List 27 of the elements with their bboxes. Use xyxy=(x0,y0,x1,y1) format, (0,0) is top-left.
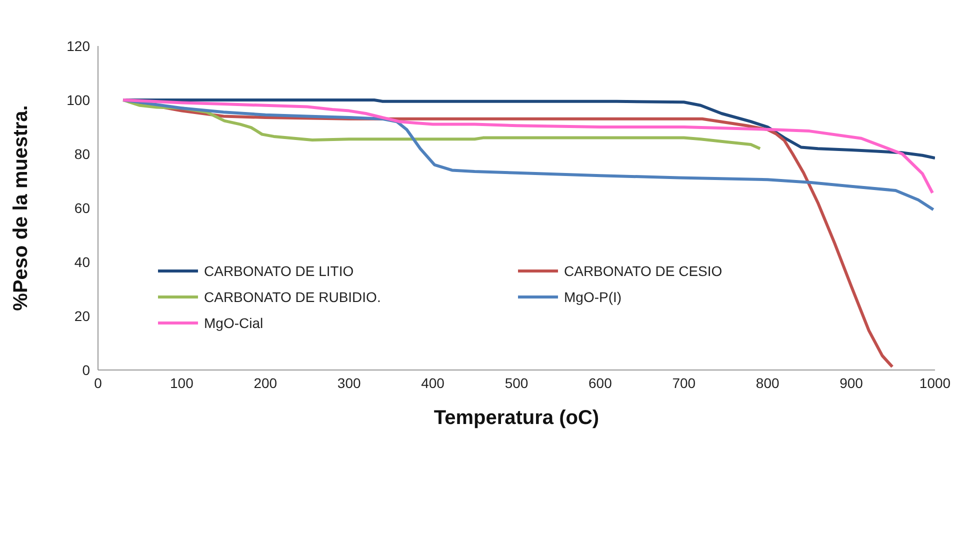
x-tick-label: 1000 xyxy=(919,374,951,391)
x-tick-label: 0 xyxy=(94,374,102,391)
legend-label: CARBONATO DE RUBIDIO. xyxy=(204,289,381,305)
x-axis-title: Temperatura (oC) xyxy=(434,407,600,429)
x-tick-label: 300 xyxy=(337,374,361,391)
y-tick-label: 40 xyxy=(74,254,90,270)
y-tick-label: 20 xyxy=(74,308,90,324)
x-tick-label: 200 xyxy=(254,374,278,391)
y-tick-label: 100 xyxy=(66,92,90,108)
legend-label: CARBONATO DE LITIO xyxy=(204,263,354,279)
legend-label: MgO-P(I) xyxy=(564,289,622,305)
x-tick-label: 100 xyxy=(170,374,194,391)
y-tick-label: 120 xyxy=(66,38,90,54)
y-tick-label: 80 xyxy=(74,146,90,162)
line-series xyxy=(122,98,934,194)
legend-label: MgO-Cial xyxy=(204,315,264,331)
x-tick-label: 800 xyxy=(756,374,780,391)
x-tick-label: 900 xyxy=(840,374,864,391)
x-tick-label: 400 xyxy=(421,374,445,391)
x-tick-label: 600 xyxy=(588,374,612,391)
y-tick-label: 0 xyxy=(82,362,90,378)
y-tick-label: 60 xyxy=(74,200,90,216)
y-axis-title: %Peso de la muestra. xyxy=(10,105,32,311)
line-series xyxy=(122,98,762,150)
x-tick-label: 500 xyxy=(504,374,528,391)
x-tick-label: 700 xyxy=(672,374,696,391)
legend-label: CARBONATO DE CESIO xyxy=(564,263,722,279)
